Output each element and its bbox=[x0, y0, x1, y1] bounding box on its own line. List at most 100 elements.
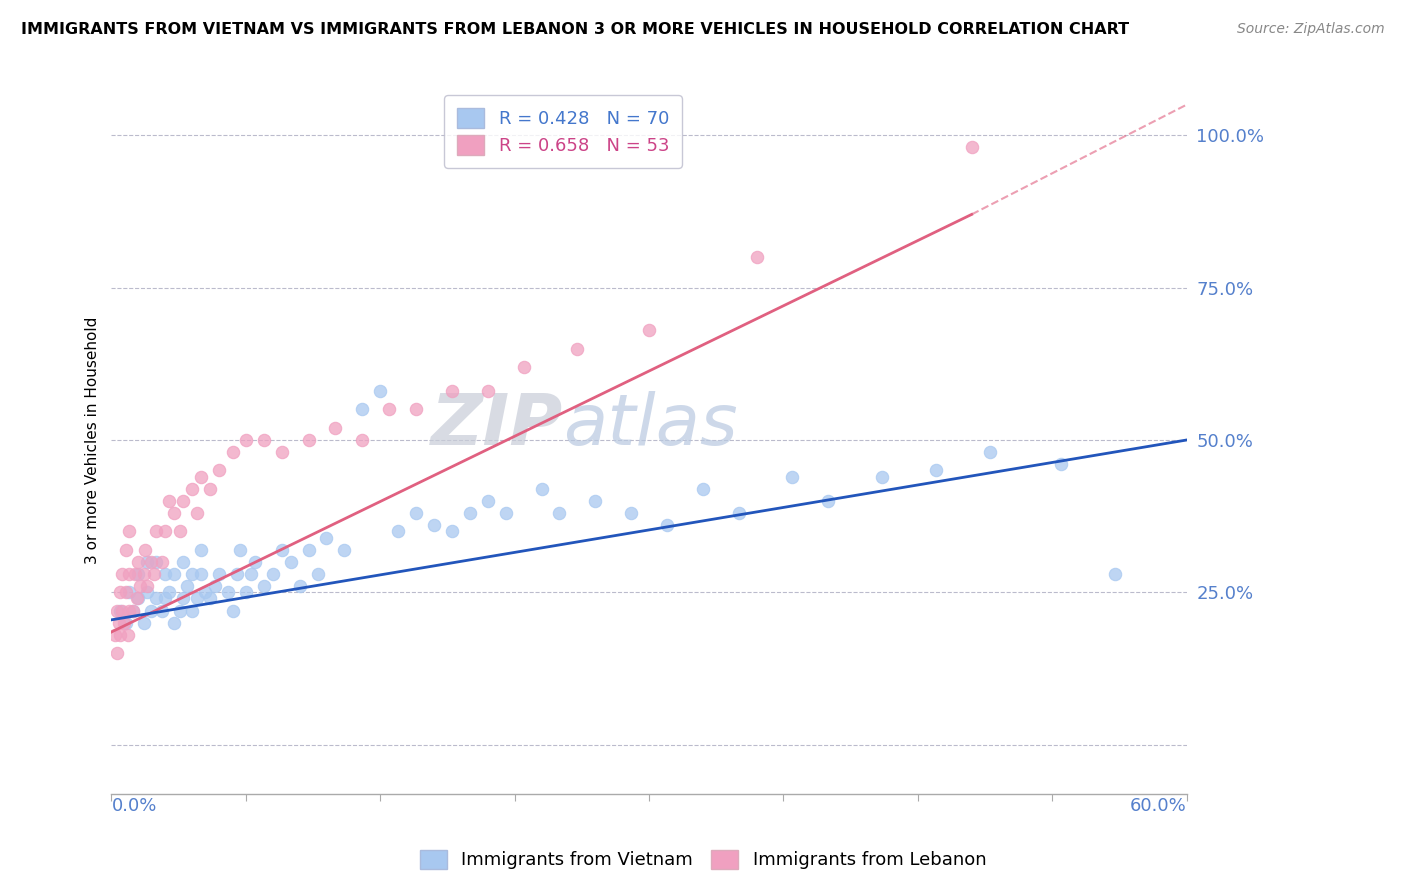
Point bbox=[204, 579, 226, 593]
Point bbox=[110, 585, 132, 599]
Point bbox=[620, 506, 643, 520]
Point bbox=[163, 567, 186, 582]
Point bbox=[145, 524, 167, 539]
Point bbox=[440, 524, 463, 539]
Point bbox=[583, 494, 606, 508]
Point bbox=[105, 604, 128, 618]
Point bbox=[979, 445, 1001, 459]
Point bbox=[143, 567, 166, 582]
Point bbox=[1104, 567, 1126, 582]
Point bbox=[548, 506, 571, 520]
Point bbox=[190, 469, 212, 483]
Point bbox=[118, 604, 141, 618]
Point bbox=[169, 524, 191, 539]
Point bbox=[745, 250, 768, 264]
Point bbox=[136, 555, 159, 569]
Point bbox=[122, 604, 145, 618]
Point bbox=[110, 628, 132, 642]
Point bbox=[352, 433, 374, 447]
Point bbox=[145, 555, 167, 569]
Point bbox=[262, 567, 284, 582]
Point bbox=[235, 585, 257, 599]
Point bbox=[172, 591, 194, 606]
Point bbox=[288, 579, 311, 593]
Text: Source: ZipAtlas.com: Source: ZipAtlas.com bbox=[1237, 22, 1385, 37]
Point bbox=[307, 567, 329, 582]
Point bbox=[477, 494, 499, 508]
Point bbox=[181, 567, 204, 582]
Point bbox=[190, 542, 212, 557]
Point bbox=[240, 567, 263, 582]
Point bbox=[190, 567, 212, 582]
Point bbox=[139, 555, 162, 569]
Point bbox=[270, 445, 292, 459]
Point bbox=[495, 506, 517, 520]
Text: atlas: atlas bbox=[562, 392, 738, 460]
Point bbox=[172, 555, 194, 569]
Point bbox=[387, 524, 409, 539]
Point bbox=[153, 524, 176, 539]
Text: ZIP: ZIP bbox=[430, 392, 562, 460]
Point bbox=[297, 433, 319, 447]
Point bbox=[405, 506, 427, 520]
Point bbox=[134, 542, 156, 557]
Point bbox=[1050, 458, 1073, 472]
Point bbox=[638, 323, 661, 337]
Point bbox=[458, 506, 481, 520]
Point bbox=[235, 433, 257, 447]
Point bbox=[186, 591, 208, 606]
Point bbox=[112, 615, 135, 630]
Point bbox=[198, 591, 221, 606]
Point bbox=[118, 567, 141, 582]
Point bbox=[405, 402, 427, 417]
Point bbox=[253, 579, 276, 593]
Point bbox=[253, 433, 276, 447]
Point bbox=[817, 494, 839, 508]
Point bbox=[280, 555, 302, 569]
Point bbox=[222, 604, 245, 618]
Point bbox=[243, 555, 266, 569]
Point bbox=[157, 494, 180, 508]
Point bbox=[176, 579, 198, 593]
Point bbox=[186, 506, 208, 520]
Legend: Immigrants from Vietnam, Immigrants from Lebanon: Immigrants from Vietnam, Immigrants from… bbox=[411, 840, 995, 879]
Point bbox=[270, 542, 292, 557]
Point bbox=[225, 567, 247, 582]
Text: IMMIGRANTS FROM VIETNAM VS IMMIGRANTS FROM LEBANON 3 OR MORE VEHICLES IN HOUSEHO: IMMIGRANTS FROM VIETNAM VS IMMIGRANTS FR… bbox=[21, 22, 1129, 37]
Point bbox=[132, 615, 155, 630]
Point bbox=[129, 579, 152, 593]
Text: 0.0%: 0.0% bbox=[111, 797, 157, 814]
Point bbox=[127, 567, 149, 582]
Point bbox=[136, 585, 159, 599]
Point bbox=[118, 524, 141, 539]
Point bbox=[127, 591, 149, 606]
Point bbox=[727, 506, 749, 520]
Point bbox=[198, 482, 221, 496]
Point bbox=[132, 567, 155, 582]
Point bbox=[217, 585, 239, 599]
Point bbox=[325, 421, 347, 435]
Point bbox=[297, 542, 319, 557]
Point bbox=[352, 402, 374, 417]
Point bbox=[136, 579, 159, 593]
Point bbox=[925, 463, 948, 477]
Point bbox=[114, 585, 136, 599]
Point bbox=[333, 542, 356, 557]
Point bbox=[960, 140, 983, 154]
Point bbox=[104, 628, 127, 642]
Point bbox=[208, 567, 231, 582]
Y-axis label: 3 or more Vehicles in Household: 3 or more Vehicles in Household bbox=[86, 317, 100, 564]
Point bbox=[163, 615, 186, 630]
Point bbox=[169, 604, 191, 618]
Point bbox=[378, 402, 401, 417]
Point bbox=[440, 384, 463, 399]
Point bbox=[111, 604, 134, 618]
Point bbox=[477, 384, 499, 399]
Point bbox=[181, 604, 204, 618]
Point bbox=[118, 585, 141, 599]
Point bbox=[107, 615, 129, 630]
Point bbox=[153, 591, 176, 606]
Point bbox=[122, 604, 145, 618]
Point bbox=[139, 604, 162, 618]
Point bbox=[124, 567, 146, 582]
